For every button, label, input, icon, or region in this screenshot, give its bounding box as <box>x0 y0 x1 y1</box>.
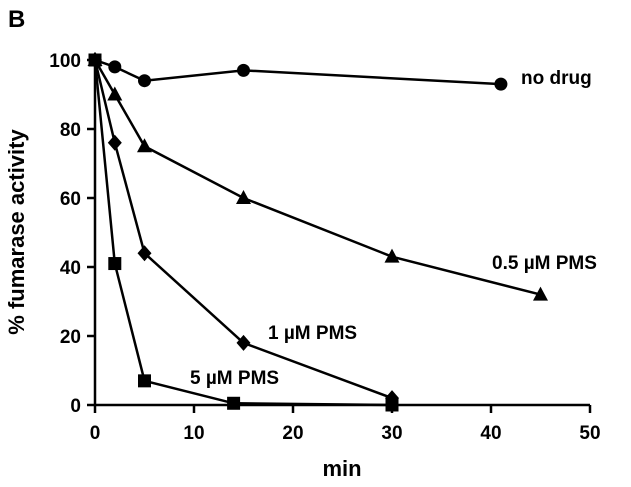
x-tick-label-30: 30 <box>381 423 402 444</box>
data-point-1-2 <box>137 138 152 153</box>
y-tick-label-0: 0 <box>70 396 81 417</box>
series-line-1 <box>93 59 541 296</box>
data-point-0-3 <box>237 63 250 77</box>
data-point-1-5 <box>533 286 548 301</box>
series-label-1: 0.5 µM PMS <box>492 253 597 274</box>
data-point-1-1 <box>107 86 123 101</box>
y-tick-label-20: 20 <box>60 327 81 348</box>
series-labels: no drug 0.5 µM PMS 1 µM PMS 5 µM PMS <box>190 68 597 389</box>
series-layer <box>87 52 548 412</box>
series-label-3: 5 µM PMS <box>190 368 279 389</box>
y-axis-label: % fumarase activity <box>4 129 29 335</box>
y-tick-label-100: 100 <box>49 51 81 72</box>
x-axis-label: min <box>322 456 361 481</box>
ticks: 0 10 20 30 40 50 0 20 40 60 80 100 <box>49 51 600 444</box>
data-point-3-4 <box>385 398 399 412</box>
series-2 <box>88 52 399 407</box>
data-point-1-4 <box>384 248 400 263</box>
axes <box>93 60 590 407</box>
y-tick-label-80: 80 <box>60 120 81 141</box>
series-line-0 <box>94 58 501 86</box>
data-point-2-3 <box>236 334 251 351</box>
x-tick-label-50: 50 <box>579 423 600 444</box>
data-point-2-2 <box>137 245 152 262</box>
x-tick-label-20: 20 <box>282 423 303 444</box>
data-point-3-0 <box>88 53 102 67</box>
x-tick-label-10: 10 <box>183 423 204 444</box>
series-0 <box>88 53 508 91</box>
series-label-0: no drug <box>521 68 592 89</box>
x-tick-label-0: 0 <box>90 423 101 444</box>
data-point-0-2 <box>138 74 151 88</box>
data-point-3-1 <box>108 257 122 271</box>
panel-label: B <box>8 6 25 33</box>
y-tick-label-60: 60 <box>60 189 81 210</box>
series-3 <box>88 53 399 412</box>
data-point-2-1 <box>107 134 122 151</box>
data-point-0-4 <box>494 77 508 91</box>
x-tick-label-40: 40 <box>480 423 501 444</box>
series-label-2: 1 µM PMS <box>268 323 357 344</box>
data-point-3-2 <box>138 374 151 388</box>
data-point-0-1 <box>108 60 122 74</box>
y-tick-label-40: 40 <box>60 258 81 279</box>
data-point-1-3 <box>236 190 251 204</box>
data-point-3-3 <box>227 396 241 410</box>
